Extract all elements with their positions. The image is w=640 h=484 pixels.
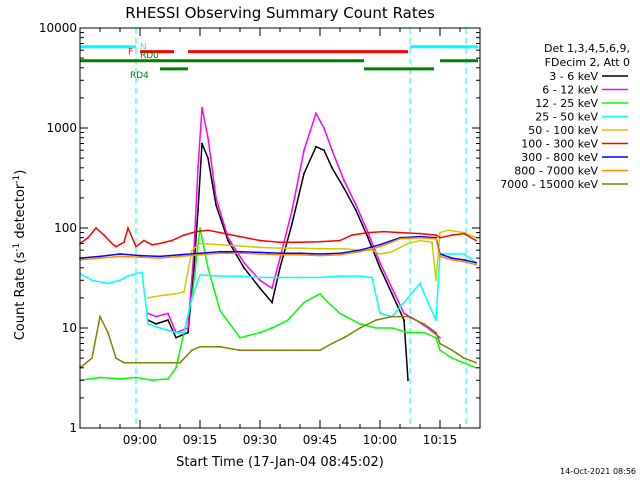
y-axis-label-mid: detector [13, 183, 28, 243]
legend-entry-label: 7000 - 15000 keV [500, 178, 598, 191]
legend: Det 1,3,4,5,6,9,FDecim 2, Att 03 - 6 keV… [500, 42, 630, 191]
legend-header-line: FDecim 2, Att 0 [545, 56, 630, 69]
series-line [79, 236, 477, 266]
series-300-800-kev [79, 235, 477, 264]
timestamp: 14-Oct-2021 08:56 [560, 467, 636, 476]
flag-annotations: NF RD0 RD4 [80, 43, 478, 81]
plot-frame [79, 27, 481, 429]
legend-entry-label: 6 - 12 keV [542, 84, 598, 97]
legend-entry-label: 100 - 300 keV [521, 138, 598, 151]
legend-entry-label: 3 - 6 keV [549, 70, 598, 83]
x-tick-label: 10:00 [363, 433, 398, 447]
axes: 1 10 100 1000 10000 09:00 09:15 09:30 09:45 10:00… [39, 21, 481, 447]
y-axis-label-main: Count Rate (s [13, 252, 28, 341]
y-tick-label: 10 [62, 321, 77, 335]
legend-header-line: Det 1,3,4,5,6,9, [544, 42, 630, 55]
series-6-12-kev [147, 106, 441, 339]
series-line [79, 253, 477, 334]
y-tick-label: 1 [69, 421, 77, 435]
y-axis-label: Count Rate (s-1 detector-1) [12, 170, 28, 341]
legend-entry-label: 50 - 100 keV [528, 124, 598, 137]
series-12-25-kev [79, 227, 477, 382]
series-line [147, 107, 441, 339]
plot-area [135, 28, 467, 428]
legend-entry-label: 300 - 800 keV [521, 151, 598, 164]
legend-entry-label: 25 - 50 keV [535, 111, 598, 124]
y-axis-label-end: ) [13, 170, 28, 175]
series-line [79, 235, 477, 264]
flag-label: RD0 [140, 51, 159, 61]
x-axis-label: Start Time (17-Jan-04 08:45:02) [176, 455, 384, 470]
y-axis-label-sup2: -1 [12, 175, 22, 184]
series-50-100-kev [147, 229, 477, 299]
x-tick-label: 09:30 [243, 433, 278, 447]
series-layer [79, 106, 477, 382]
series-line [147, 143, 409, 381]
flag-label: F [128, 48, 133, 58]
flag-label: N [140, 43, 147, 53]
series-line [79, 227, 477, 382]
series-3-6-kev [147, 142, 409, 382]
x-tick-label: 09:15 [183, 433, 218, 447]
y-tick-label: 100 [54, 221, 77, 235]
x-tick-label: 10:15 [423, 433, 458, 447]
series-7000-15000-kev [79, 314, 477, 369]
y-tick-label: 1000 [46, 121, 77, 135]
chart-title: RHESSI Observing Summary Count Rates [125, 4, 435, 22]
series-line [79, 225, 477, 248]
x-tick-label: 09:00 [123, 433, 158, 447]
series-line [79, 314, 477, 369]
y-tick-label: 10000 [39, 21, 77, 35]
y-axis-label-sup1: -1 [12, 243, 22, 252]
flag-label: RD4 [130, 71, 149, 81]
x-tick-label: 09:45 [303, 433, 338, 447]
legend-entry-label: 12 - 25 keV [535, 97, 598, 110]
series-25-50-kev [79, 253, 477, 334]
legend-entry-label: 800 - 7000 keV [514, 165, 598, 178]
series-line [147, 229, 477, 299]
